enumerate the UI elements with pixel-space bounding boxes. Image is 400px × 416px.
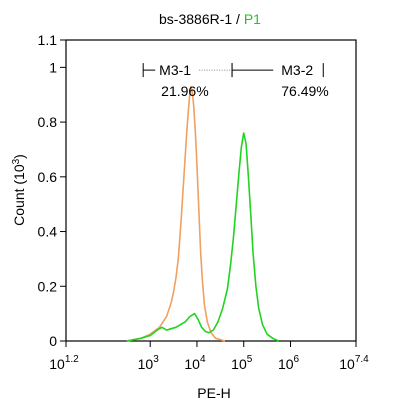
title-gate: P1: [244, 11, 261, 27]
marker-layer: M3-1 21.96% M3-2 76.49%: [142, 62, 329, 99]
y-tick-label: 0.4: [38, 224, 58, 240]
marker-name: M3-1: [159, 62, 191, 78]
y-label-close: ): [11, 154, 27, 159]
x-tick-label: 103: [138, 354, 160, 372]
marker-m3-1: M3-1 21.96%: [142, 62, 233, 99]
marker-m3-2: M3-2 76.49%: [231, 62, 329, 99]
plot-frame: [65, 39, 357, 342]
y-label-exp: 3: [11, 158, 22, 164]
marker-name: M3-2: [281, 62, 313, 78]
y-tick-label: 0: [49, 333, 57, 349]
marker-percent: 21.96%: [161, 83, 208, 99]
x-axis-ticks: 101.2 103 104 105 106 107.4: [49, 341, 369, 372]
y-tick-label: 0.8: [38, 114, 58, 130]
x-tick-label: 107.4: [339, 354, 369, 372]
y-tick-label: 0.6: [38, 169, 58, 185]
y-axis-label: Count (103): [11, 154, 27, 226]
title-separator: /: [232, 11, 244, 27]
y-tick-label: 1.1: [38, 32, 58, 48]
title-sample: bs-3886R-1: [159, 11, 232, 27]
x-tick-label: 106: [278, 354, 300, 372]
series-layer: [126, 85, 280, 342]
x-axis-label: PE-H: [197, 385, 230, 401]
y-tick-label: 1: [49, 59, 57, 75]
y-tick-label: 0.2: [38, 278, 58, 294]
y-axis-ticks: 0 0.2 0.4 0.6 0.8 1 1.1: [38, 32, 66, 349]
chart-title: bs-3886R-1 / P1: [159, 11, 261, 27]
x-tick-label: 105: [231, 354, 253, 372]
series-line-2: [126, 132, 280, 342]
plot-area: [65, 39, 357, 342]
series-line-1: [126, 85, 226, 342]
x-tick-label: 104: [184, 354, 206, 372]
x-tick-label: 101.2: [49, 354, 79, 372]
marker-percent: 76.49%: [281, 83, 328, 99]
y-label-text: Count (10: [11, 164, 27, 226]
